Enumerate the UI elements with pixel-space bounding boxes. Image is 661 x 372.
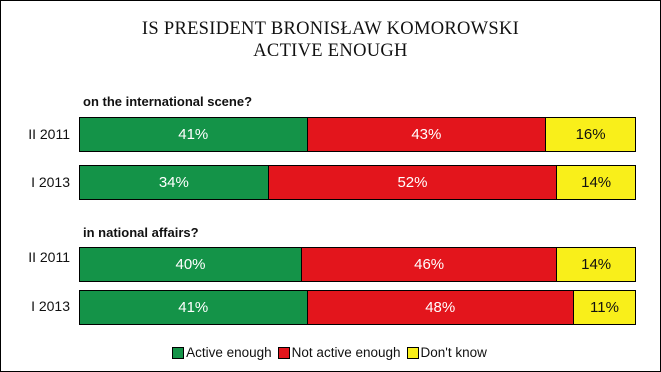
group-label-national: in national affairs?: [83, 225, 199, 240]
chart-title-line-2: ACTIVE ENOUGH: [253, 41, 408, 61]
chart-legend: Active enough Not active enough Don't kn…: [0, 345, 661, 360]
segment-dont-know: 14%: [557, 166, 635, 199]
segment-not-active-enough: 43%: [307, 118, 547, 151]
data-label: 40%: [175, 256, 206, 273]
legend-label: Not active enough: [291, 345, 401, 360]
data-label: 34%: [158, 174, 189, 191]
data-label: 41%: [178, 299, 209, 316]
data-label: 14%: [581, 256, 612, 273]
legend-item: Not active enough: [277, 345, 401, 360]
segment-not-active-enough: 46%: [302, 248, 558, 281]
segment-active-enough: 40%: [80, 248, 302, 281]
stacked-bar: 41% 43% 16%: [79, 117, 636, 152]
legend-label: Active enough: [186, 345, 272, 360]
chart-title-line-1: IS PRESIDENT BRONISŁAW KOMOROWSKI: [141, 19, 520, 39]
segment-active-enough: 41%: [80, 291, 308, 324]
segment-active-enough: 41%: [80, 118, 308, 151]
legend-item: Active enough: [172, 345, 272, 360]
row-label: II 2011: [28, 249, 70, 265]
legend-swatch: [406, 346, 419, 359]
row-label: II 2011: [28, 126, 70, 142]
data-label: 14%: [581, 174, 612, 191]
row-label: I 2013: [31, 174, 70, 190]
segment-not-active-enough: 48%: [307, 291, 574, 324]
row-label: I 2013: [31, 298, 70, 314]
segment-dont-know: 14%: [557, 248, 635, 281]
data-label: 43%: [411, 126, 442, 143]
legend-item: Don't know: [406, 345, 487, 360]
data-label: 48%: [425, 299, 456, 316]
legend-swatch: [277, 346, 290, 359]
segment-active-enough: 34%: [80, 166, 269, 199]
data-label: 11%: [590, 299, 619, 316]
data-label: 52%: [397, 174, 428, 191]
group-label-international: on the international scene?: [83, 94, 253, 109]
chart-title: IS PRESIDENT BRONISŁAW KOMOROWSKI ACTIVE…: [0, 18, 661, 62]
data-label: 16%: [575, 126, 606, 143]
legend-swatch: [172, 346, 185, 359]
segment-dont-know: 16%: [546, 118, 635, 151]
data-label: 41%: [178, 126, 209, 143]
segment-not-active-enough: 52%: [268, 166, 558, 199]
stacked-bar: 34% 52% 14%: [79, 165, 636, 200]
stacked-bar: 41% 48% 11%: [79, 290, 636, 325]
segment-dont-know: 11%: [573, 291, 635, 324]
data-label: 46%: [414, 256, 445, 273]
stacked-bar: 40% 46% 14%: [79, 247, 636, 282]
legend-label: Don't know: [420, 345, 487, 360]
